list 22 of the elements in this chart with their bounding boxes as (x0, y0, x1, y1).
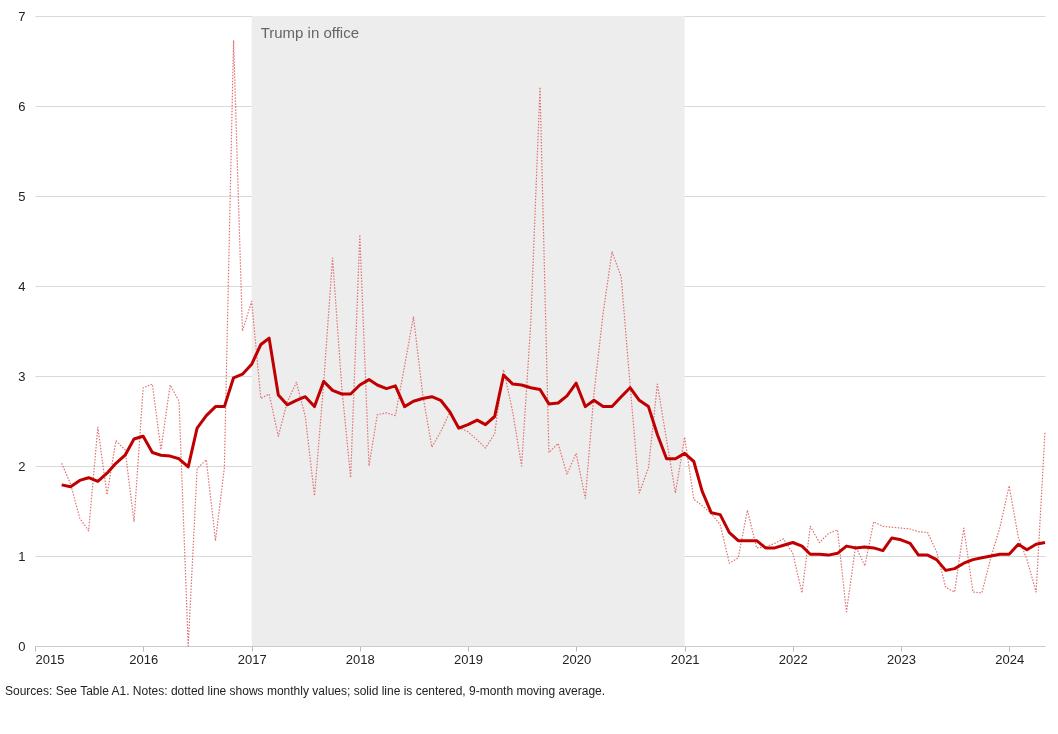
x-tick-label: 2018 (345, 651, 375, 667)
x-tick-label: 2024 (995, 651, 1025, 667)
source-note: Sources: See Table A1. Notes: dotted line shows monthly values; solid line is centered, 9-month moving average. (5, 684, 606, 698)
y-tick-label: 6 (18, 98, 26, 114)
x-tick-label: 2022 (778, 651, 808, 667)
y-tick-label: 3 (18, 368, 26, 384)
x-tick-label: 2020 (562, 651, 592, 667)
x-tick-label: 2017 (237, 651, 267, 667)
y-tick-label: 5 (18, 188, 26, 204)
y-tick-label: 4 (18, 278, 26, 294)
x-tick-label: 2015 (35, 651, 65, 667)
band-label: Trump in office (260, 24, 360, 41)
x-tick-label: 2016 (129, 651, 159, 667)
x-tick-label: 2023 (887, 651, 916, 667)
line-series (60, 336, 1047, 572)
line-series (61, 39, 1046, 647)
x-tick-label: 2021 (670, 651, 700, 667)
y-tick-label: 0 (18, 638, 26, 654)
y-tick-label: 2 (18, 458, 26, 474)
x-tick-label: 2019 (454, 651, 483, 667)
y-tick-label: 7 (18, 8, 26, 24)
y-tick-label: 1 (18, 548, 26, 564)
